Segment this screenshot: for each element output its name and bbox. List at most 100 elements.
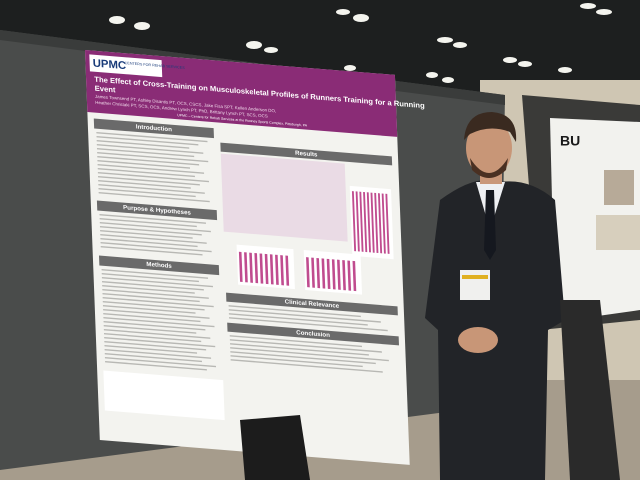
section-title: Conclusion (296, 329, 330, 339)
section-bar (96, 200, 218, 221)
text-line (96, 139, 190, 149)
side-photo (604, 170, 634, 205)
section-bar (220, 142, 393, 166)
bar (355, 191, 360, 252)
section-bar (226, 292, 398, 316)
bar (342, 260, 346, 291)
bar (351, 191, 357, 252)
section-title: Results (295, 150, 318, 159)
bar (259, 253, 264, 284)
bar (377, 193, 383, 254)
text-line (229, 339, 382, 353)
bar (264, 253, 269, 285)
text-line (230, 343, 369, 356)
text-line (101, 276, 213, 288)
bar (381, 193, 386, 254)
text-line (100, 237, 198, 248)
text-line (101, 268, 209, 279)
text-line (230, 359, 383, 373)
text-line (104, 352, 202, 363)
section-title: Clinical Relevance (285, 298, 340, 309)
section-bar (93, 118, 214, 139)
bystander (240, 415, 310, 480)
text-line (100, 233, 207, 244)
text-line (96, 143, 204, 154)
bar (285, 255, 290, 286)
text-line (102, 292, 200, 303)
text-line (228, 305, 361, 318)
bar (244, 252, 248, 283)
bar (326, 258, 331, 290)
bar (352, 260, 357, 292)
bar (249, 252, 253, 283)
poster: UPMC CENTERS FOR REHAB SERVICES The Effe… (85, 50, 425, 465)
bar (337, 259, 341, 290)
bar (359, 191, 364, 252)
text-line (230, 355, 363, 368)
text-line (100, 241, 212, 253)
text-line (230, 347, 389, 362)
text-line (98, 191, 210, 203)
text-line (104, 356, 217, 368)
text-line (97, 167, 195, 178)
text-line (98, 175, 200, 186)
text-line (104, 340, 207, 351)
text-line (99, 221, 211, 233)
bar (331, 259, 336, 290)
chart-bars (238, 191, 390, 292)
text-line (103, 308, 210, 319)
bar (347, 260, 352, 291)
bar (321, 258, 326, 289)
text-line (103, 312, 201, 323)
text-line (97, 151, 209, 163)
text-line (101, 272, 199, 283)
bar (385, 193, 390, 254)
bar (316, 258, 321, 289)
bar (238, 251, 243, 282)
text-line (99, 225, 202, 236)
text-line (96, 135, 199, 146)
bar (280, 255, 284, 286)
bar (275, 254, 279, 285)
bar (363, 191, 368, 253)
text-line (98, 179, 191, 189)
logo-subtitle: CENTERS FOR REHAB SERVICES (125, 61, 186, 70)
text-line (97, 171, 209, 183)
bar (366, 192, 371, 253)
title: Event (95, 84, 117, 95)
text-line (228, 309, 381, 323)
section-bar (98, 255, 220, 276)
bar (311, 257, 315, 288)
text-line (100, 245, 203, 256)
text-line (229, 317, 388, 332)
text-line (102, 284, 195, 294)
text-line (102, 296, 214, 308)
text-line (103, 328, 211, 339)
text-line (96, 131, 208, 143)
side-table (596, 215, 640, 250)
bar (254, 253, 259, 284)
text-line (102, 280, 204, 291)
bystander (560, 300, 620, 480)
results-table (220, 153, 348, 242)
person (425, 112, 565, 480)
text-line (102, 304, 196, 314)
text-line (228, 313, 368, 326)
text-line (103, 316, 215, 328)
section-title: Methods (146, 261, 172, 270)
text-line (97, 155, 200, 166)
text-line (104, 336, 216, 348)
text-line (105, 360, 207, 371)
ceiling-lights (109, 3, 612, 83)
text-line (102, 300, 205, 311)
text-line (104, 348, 212, 359)
text-line (229, 335, 362, 348)
bar (306, 257, 310, 288)
bar (374, 192, 379, 254)
text-line (97, 163, 205, 174)
poster-header (85, 50, 398, 137)
text-line (100, 229, 193, 239)
text-line (104, 344, 198, 354)
